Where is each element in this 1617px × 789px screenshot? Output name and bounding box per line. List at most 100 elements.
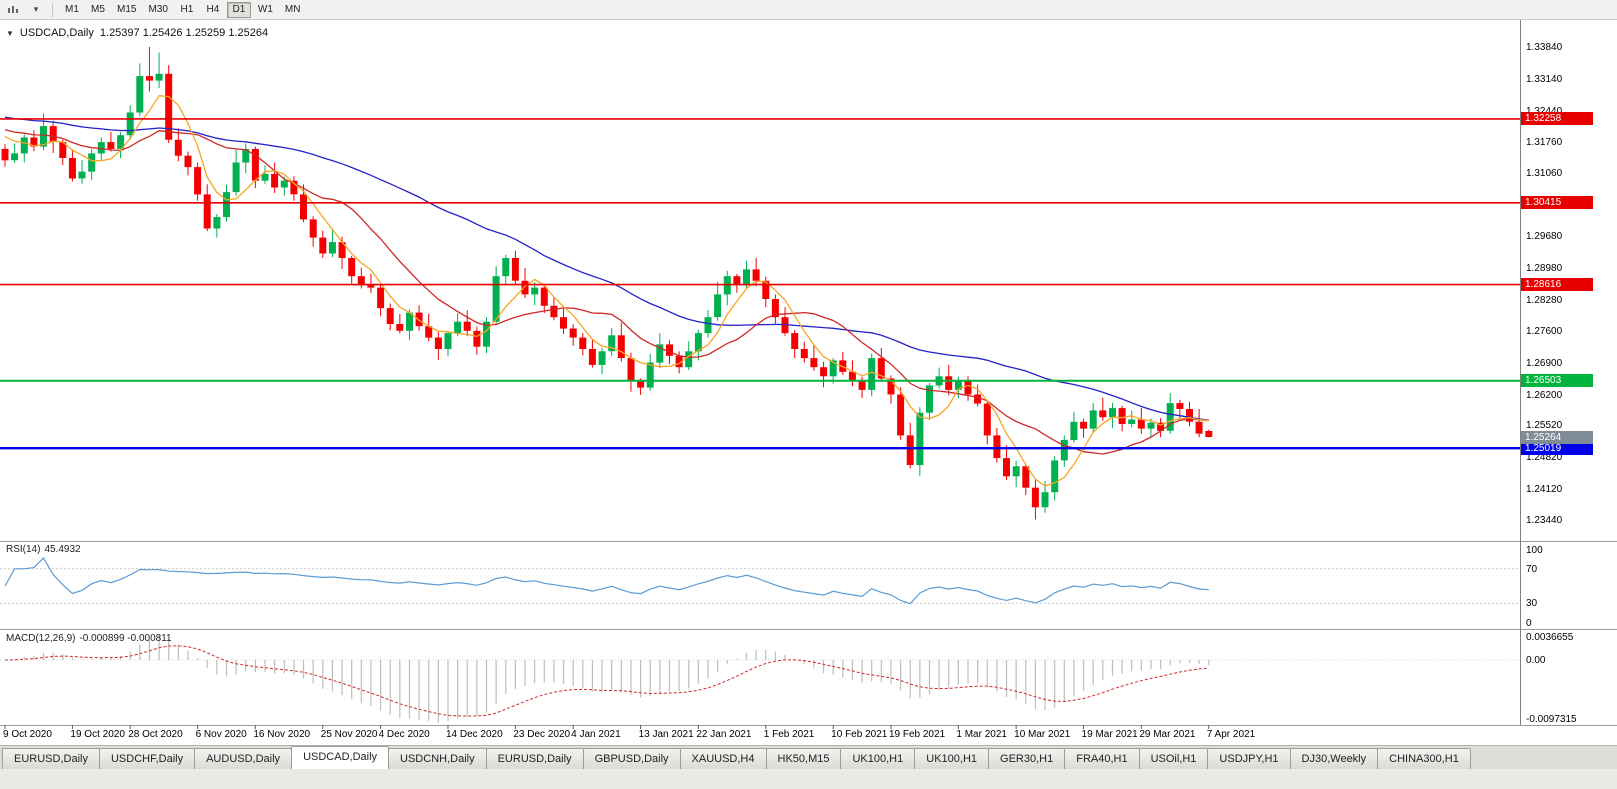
symbol-tab-gbpusd[interactable]: GBPUSD,Daily [582,748,681,769]
price-level-badge: 1.25019 [1521,441,1593,455]
price-level-badge: 1.28616 [1521,278,1593,292]
price-axis-label: 1.23440 [1526,515,1563,526]
time-axis-label: 16 Nov 2020 [253,729,311,740]
timeframe-button-w1[interactable]: W1 [253,2,278,18]
chart-plot-canvas[interactable] [0,20,1617,745]
price-axis-label: 1.28980 [1526,263,1563,274]
price-level-badge: 1.30415 [1521,196,1593,210]
macd-indicator-label: MACD(12,26,9) -0.000899 -0.000811 [6,633,176,644]
chart-symbol-period: USDCAD,Daily [19,27,94,39]
symbol-tab-usdcnh[interactable]: USDCNH,Daily [388,748,487,769]
time-axis-label: 10 Feb 2021 [831,729,888,740]
time-axis-label: 14 Dec 2020 [445,729,503,740]
rsi-axis-label: 100 [1526,545,1543,556]
symbol-tab-eurusd[interactable]: EURUSD,Daily [485,748,584,769]
time-axis-label: 22 Jan 2021 [696,729,752,740]
price-axis-label: 1.26900 [1526,357,1563,369]
symbol-tab-usdjpy[interactable]: USDJPY,H1 [1207,748,1291,769]
timeframe-button-d1[interactable]: D1 [226,1,251,18]
symbol-tab-usoil[interactable]: USOil,H1 [1138,748,1209,769]
price-level-badge: 1.26503 [1521,374,1593,388]
macd-values: -0.000899 -0.000811 [79,633,172,644]
time-axis-label: 1 Feb 2021 [763,729,815,740]
symbol-tab-fra40[interactable]: FRA40,H1 [1064,748,1140,769]
symbol-tabbar: EURUSD,Daily USDCHF,Daily AUDUSD,Daily USDC… [0,745,1617,769]
ma-13-line [4,129,1209,455]
symbol-tab-usdchf[interactable]: USDCHF,Daily [98,748,196,769]
price-axis-label: 1.29680 [1526,231,1563,243]
time-axis-label: 23 Dec 2020 [513,729,571,740]
price-axis-label: 1.27600 [1526,325,1563,337]
macd-name: MACD(12,26,9) [6,633,76,644]
symbol-tab-china300[interactable]: CHINA300,H1 [1377,748,1471,769]
timeframe-button-m5[interactable]: M5 [86,2,110,18]
price-level-badge: 1.32258 [1521,112,1593,126]
current-price-badge: 1.25264 [1521,430,1593,444]
symbol-tab-uk100[interactable]: UK100,H1 [840,748,916,769]
macd-axis-label: -0.0097315 [1526,714,1577,725]
macd-histogram [14,635,1210,723]
price-axis-label: 1.24120 [1526,484,1563,496]
price-axis-label: 1.28280 [1526,294,1563,306]
macd-axis-label: 0.0036655 [1526,632,1574,643]
time-axis-label: 28 Oct 2020 [128,729,183,740]
time-axis-label: 6 Nov 2020 [195,729,247,740]
toolbar-separator [52,2,53,17]
price-axis-label: 1.26200 [1526,389,1563,401]
rsi-name: RSI(14) [6,544,41,555]
ma-5-line [4,95,1209,487]
time-axis-label: 13 Jan 2021 [638,729,694,740]
time-axis-label: 1 Mar 2021 [956,729,1007,740]
charts-toolbar-icon[interactable] [3,2,25,18]
price-axis-label: 1.33140 [1526,73,1563,85]
symbol-tab-ger30[interactable]: GER30,H1 [988,748,1066,769]
symbol-tab-eurusd[interactable]: EURUSD,Daily [2,748,100,769]
bottom-strip [0,769,1617,789]
chart-title: ▼ USDCAD,Daily 1.25397 1.25426 1.25259 1… [6,27,268,39]
timeframe-button-h4[interactable]: H4 [201,2,225,18]
ma-40-line [4,116,1209,422]
price-axis-label: 1.31760 [1526,136,1563,148]
timeframe-button-h1[interactable]: H1 [175,2,199,18]
timeframe-button-mn[interactable]: MN [280,2,306,18]
time-axis-label: 19 Feb 2021 [888,729,946,740]
time-axis-label: 7 Apr 2021 [1206,729,1256,740]
time-axis-label: 29 Mar 2021 [1139,729,1196,740]
price-axis-label: 1.31060 [1526,168,1563,180]
rsi-axis-label: 0 [1526,618,1532,629]
timeframe-button-m30[interactable]: M30 [143,2,172,18]
timeframes-toolbar: ▾ M1 M5 M15 M30 H1 H4 D1 W1 MN [0,0,1617,20]
rsi-line [4,557,1209,605]
toolbar-dropdown-caret-icon[interactable]: ▾ [25,2,47,18]
symbol-tab-dj30[interactable]: DJ30,Weekly [1289,748,1379,769]
time-axis-label: 19 Mar 2021 [1081,729,1138,740]
rsi-axis-label: 30 [1526,598,1538,610]
rsi-value: 45.4932 [44,544,81,555]
time-axis-label: 4 Jan 2021 [571,729,621,740]
candles-layer [1,47,1213,520]
timeframe-button-m15[interactable]: M15 [112,2,141,18]
symbol-tab-uk100[interactable]: UK100,H1 [914,748,990,769]
price-axis-label: 1.24820 [1526,452,1563,464]
timeframe-button-m1[interactable]: M1 [60,2,84,18]
macd-signal-line [4,645,1209,717]
time-axis-label: 9 Oct 2020 [3,729,52,740]
price-axis-label: 1.25520 [1526,420,1563,432]
symbol-tab-usdcad[interactable]: USDCAD,Daily [291,746,390,769]
price-axis-label: 1.33840 [1526,42,1563,53]
time-axis-label: 4 Dec 2020 [378,729,430,740]
symbol-tab-hk50[interactable]: HK50,M15 [765,748,842,769]
time-axis-label: 10 Mar 2021 [1014,729,1071,740]
rsi-axis-label: 70 [1526,563,1538,575]
symbol-tab-audusd[interactable]: AUDUSD,Daily [194,748,293,769]
rsi-indicator-label: RSI(14) 45.4932 [6,544,85,555]
price-axis-label: 1.32440 [1526,105,1563,117]
chart-ohlc-values: 1.25397 1.25426 1.25259 1.25264 [99,27,269,39]
collapse-arrow-icon: ▼ [6,28,14,38]
time-axis-label: 25 Nov 2020 [320,729,378,740]
timeframe-buttons-group: M1 M5 M15 M30 H1 H4 D1 W1 MN [60,1,306,18]
symbol-tab-xauusd[interactable]: XAUUSD,H4 [679,748,767,769]
time-axis-label: 19 Oct 2020 [70,729,125,740]
macd-axis-label: 0.00 [1526,655,1546,666]
